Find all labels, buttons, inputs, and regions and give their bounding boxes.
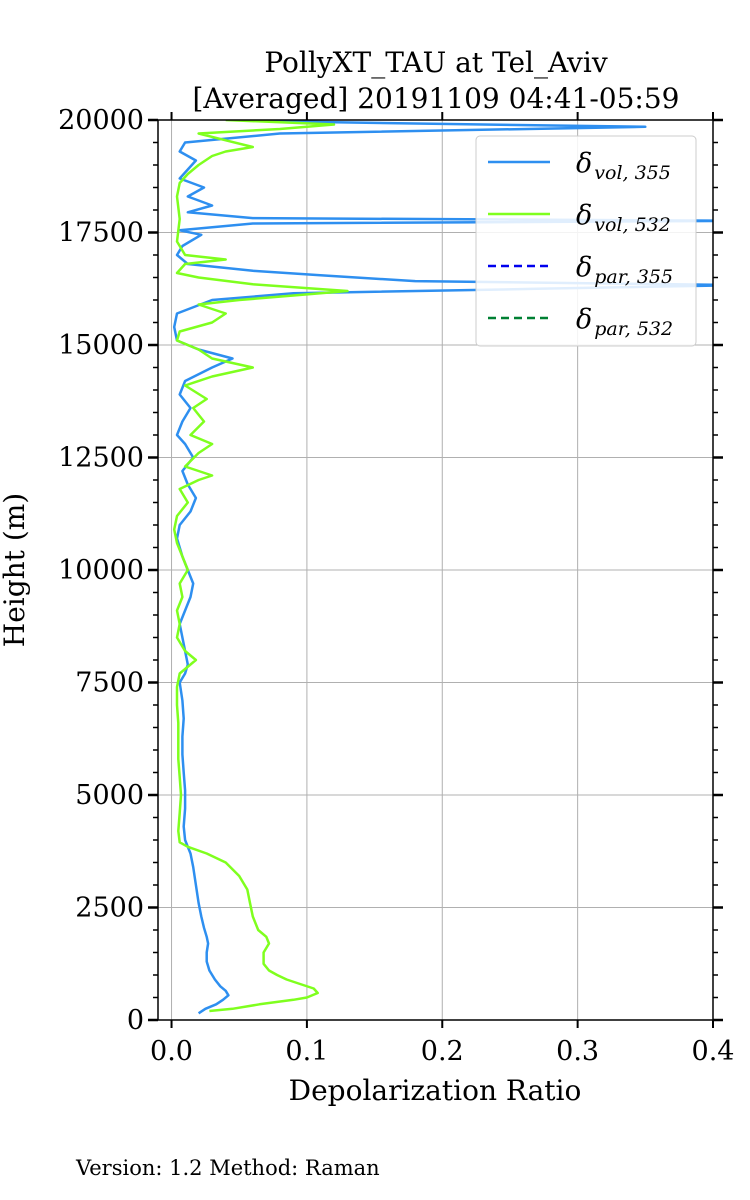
chart-title-line1: PollyXT_TAU at Tel_Aviv	[264, 46, 607, 79]
legend-label: δ vol, 532	[576, 200, 671, 236]
y-tick-label: 5000	[75, 780, 144, 811]
y-tick-label: 17500	[58, 218, 144, 249]
series-line-2	[172, 120, 349, 1013]
x-axis-label: Depolarization Ratio	[289, 1074, 582, 1107]
x-tick-label: 0.1	[285, 1036, 328, 1067]
y-tick-label: 10000	[58, 555, 144, 586]
tick-labels: 0.0 0.1 0.2 0.3 0.4 0 2500 5000 7500 10000 12500 15…	[58, 105, 734, 1067]
legend-label: δ vol, 355	[576, 148, 671, 184]
y-axis-label: Height (m)	[0, 493, 31, 647]
y-tick-label: 7500	[75, 668, 144, 699]
y-tick-label: 2500	[75, 893, 144, 924]
y-tick-label: 20000	[58, 105, 144, 136]
x-tick-label: 0.2	[421, 1036, 464, 1067]
y-tick-label: 0	[127, 1005, 144, 1036]
ticks	[148, 112, 723, 1028]
chart-title: PollyXT_TAU at Tel_Aviv [Averaged] 20191…	[193, 46, 680, 115]
footer-text: Version: 1.2 Method: Raman	[75, 1156, 380, 1180]
x-tick-label: 0.0	[150, 1036, 193, 1067]
legend: δ vol, 355 δ vol, 532 δ par, 355 δ par, 532	[475, 135, 697, 347]
x-tick-label: 0.3	[556, 1036, 599, 1067]
x-tick-label: 0.4	[692, 1036, 735, 1067]
y-tick-label: 15000	[58, 330, 144, 361]
chart-title-line2: [Averaged] 20191109 04:41-05:59	[193, 82, 680, 115]
legend-box	[475, 135, 697, 347]
y-tick-label: 12500	[58, 443, 144, 474]
legend-label: δ par, 355	[576, 252, 673, 288]
legend-label: δ par, 532	[576, 304, 673, 340]
